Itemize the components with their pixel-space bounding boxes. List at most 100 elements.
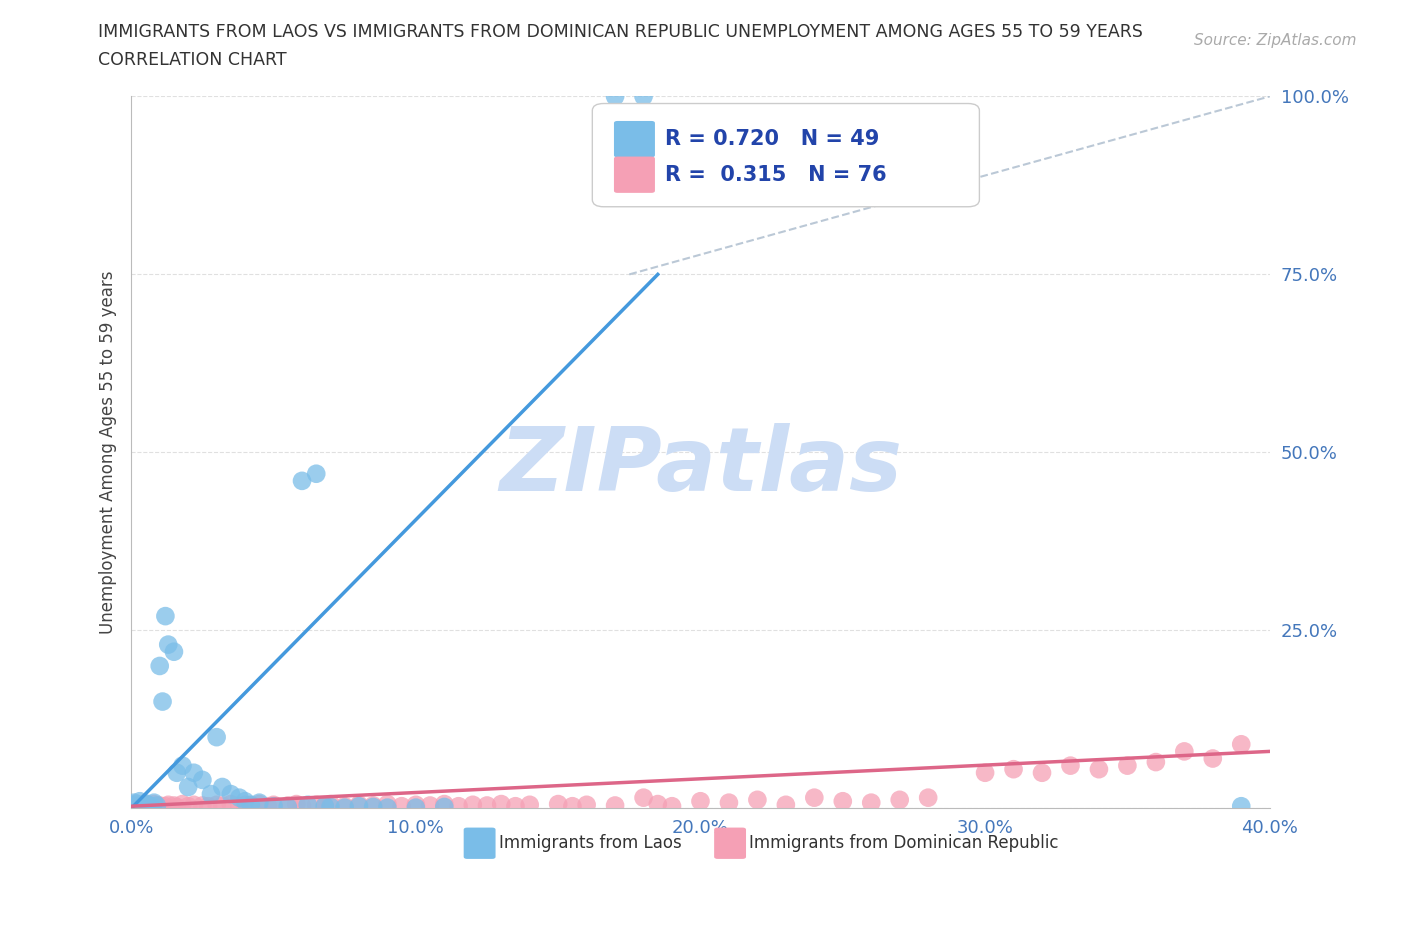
Text: Immigrants from Laos: Immigrants from Laos xyxy=(499,834,682,852)
Text: CORRELATION CHART: CORRELATION CHART xyxy=(98,51,287,69)
Point xyxy=(263,797,285,812)
Point xyxy=(1230,799,1253,814)
Point xyxy=(505,799,527,814)
Point xyxy=(177,799,200,814)
Point xyxy=(191,798,214,813)
Point xyxy=(155,609,177,624)
Point xyxy=(803,790,825,805)
Point xyxy=(131,800,153,815)
Point xyxy=(747,792,769,807)
Point xyxy=(200,787,222,802)
Point xyxy=(120,800,142,815)
Point xyxy=(277,798,299,813)
Point xyxy=(405,800,427,815)
Point xyxy=(122,799,145,814)
Point xyxy=(120,797,142,812)
Point xyxy=(347,797,370,812)
Point xyxy=(305,797,328,812)
Point xyxy=(547,797,569,812)
Point xyxy=(141,799,163,814)
Point xyxy=(1031,765,1053,780)
Point xyxy=(183,765,205,780)
Point xyxy=(183,797,205,812)
Point xyxy=(433,800,456,815)
Text: R = 0.720   N = 49: R = 0.720 N = 49 xyxy=(665,129,880,149)
Point xyxy=(120,797,142,812)
Point xyxy=(291,799,314,814)
Point xyxy=(247,797,270,812)
Point xyxy=(163,798,186,813)
Point xyxy=(128,798,150,813)
Point xyxy=(120,801,142,816)
Point xyxy=(297,797,319,812)
Point xyxy=(155,799,177,814)
Point xyxy=(263,799,285,814)
Point xyxy=(717,795,740,810)
Point xyxy=(172,758,194,773)
Point xyxy=(257,799,280,814)
Point xyxy=(205,730,228,745)
Point xyxy=(247,795,270,810)
Point xyxy=(347,799,370,814)
Point xyxy=(128,794,150,809)
Point xyxy=(136,799,159,814)
Point xyxy=(319,800,342,815)
Point xyxy=(661,799,683,814)
Point xyxy=(122,799,145,814)
Point xyxy=(319,797,342,812)
Point xyxy=(974,765,997,780)
FancyBboxPatch shape xyxy=(714,828,747,859)
Point xyxy=(233,794,256,809)
FancyBboxPatch shape xyxy=(614,156,655,193)
Point xyxy=(647,797,669,812)
Point xyxy=(134,796,156,811)
FancyBboxPatch shape xyxy=(464,828,495,859)
Point xyxy=(1202,751,1225,766)
Point xyxy=(603,798,626,813)
Point xyxy=(166,765,188,780)
Point xyxy=(305,466,328,481)
Point xyxy=(128,798,150,813)
Point xyxy=(125,800,148,815)
Point xyxy=(228,799,250,814)
Point xyxy=(1116,758,1139,773)
Point xyxy=(143,797,166,812)
Point xyxy=(143,795,166,810)
Point xyxy=(125,797,148,812)
Point xyxy=(314,799,336,814)
Point xyxy=(561,799,583,814)
Point xyxy=(157,637,180,652)
Point xyxy=(1144,754,1167,769)
Point xyxy=(239,797,262,812)
Point xyxy=(211,798,233,813)
Point xyxy=(377,797,399,812)
Point xyxy=(575,797,598,812)
Point xyxy=(391,799,413,814)
Point xyxy=(419,798,441,813)
Y-axis label: Unemployment Among Ages 55 to 59 years: Unemployment Among Ages 55 to 59 years xyxy=(100,271,117,634)
Point xyxy=(146,799,169,814)
Point xyxy=(149,658,172,673)
Point xyxy=(122,795,145,810)
FancyBboxPatch shape xyxy=(614,121,655,157)
Point xyxy=(131,799,153,814)
Point xyxy=(633,89,655,104)
Point xyxy=(134,800,156,815)
Point xyxy=(141,800,163,815)
Point xyxy=(633,790,655,805)
Point xyxy=(491,797,513,812)
Point xyxy=(433,797,456,812)
FancyBboxPatch shape xyxy=(592,103,980,206)
Point xyxy=(775,797,797,812)
Point xyxy=(197,799,219,814)
Point xyxy=(917,790,939,805)
Point xyxy=(889,792,911,807)
Point xyxy=(134,797,156,812)
Point xyxy=(205,797,228,812)
Point xyxy=(461,797,484,812)
Point xyxy=(314,798,336,813)
Point xyxy=(689,794,711,809)
Point xyxy=(361,800,384,815)
Point xyxy=(219,787,242,802)
Point xyxy=(277,800,299,815)
